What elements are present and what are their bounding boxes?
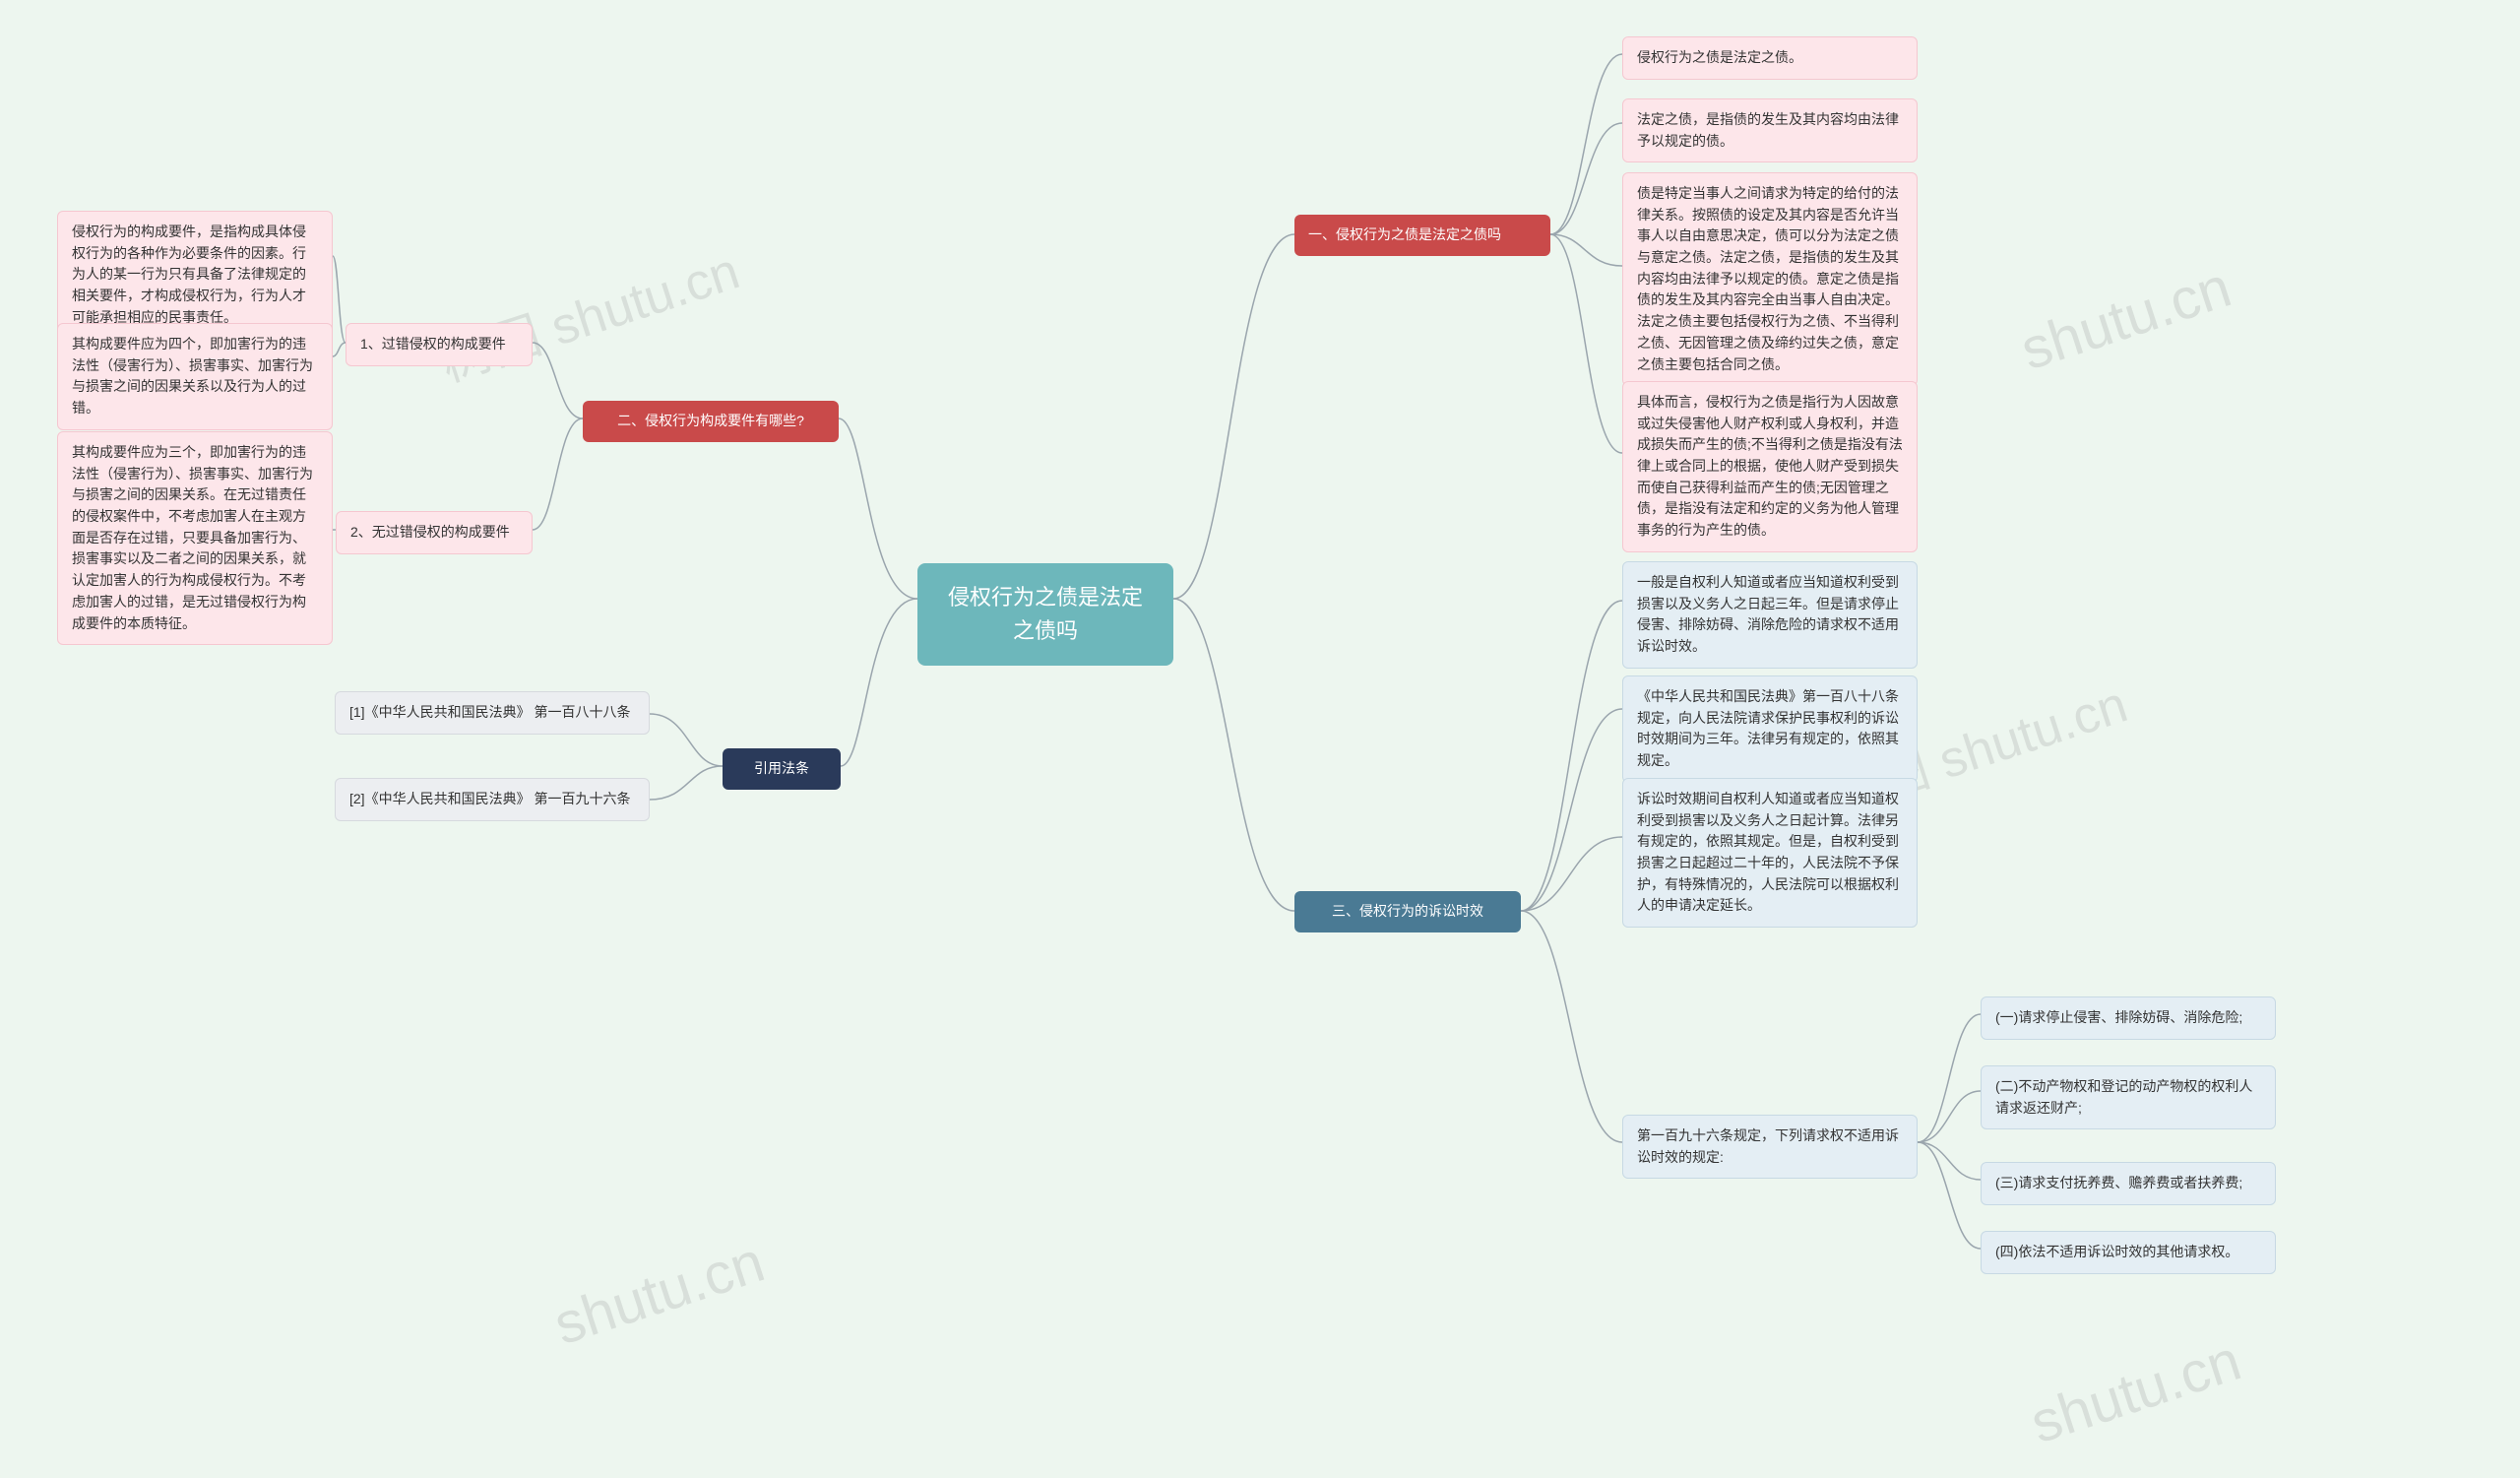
branch-3-sub-leaf-0: (一)请求停止侵害、排除妨碍、消除危险;	[1981, 996, 2276, 1040]
branch-4-leaf-1: [2]《中华人民共和国民法典》 第一百九十六条	[335, 778, 650, 821]
branch-4-label: 引用法条	[754, 758, 809, 780]
root-node: 侵权行为之债是法定之债吗	[917, 563, 1173, 666]
branch-3-leaf-1: 《中华人民共和国民法典》第一百八十八条规定，向人民法院请求保护民事权利的诉讼时效…	[1622, 675, 1918, 783]
branch-4: 引用法条	[723, 748, 841, 790]
leaf-text: 法定之债，是指债的发生及其内容均由法律予以规定的债。	[1637, 109, 1903, 152]
branch-1-leaf-0: 侵权行为之债是法定之债。	[1622, 36, 1918, 80]
leaf-text: 债是特定当事人之间请求为特定的给付的法律关系。按照债的设定及其内容是否允许当事人…	[1637, 183, 1903, 375]
leaf-text: (四)依法不适用诉讼时效的其他请求权。	[1995, 1242, 2238, 1263]
leaf-text: 侵权行为的构成要件，是指构成具体侵权行为的各种作为必要条件的因素。行为人的某一行…	[72, 222, 318, 328]
leaf-text: 侵权行为之债是法定之债。	[1637, 47, 1802, 69]
branch-3-label: 三、侵权行为的诉讼时效	[1332, 901, 1483, 923]
branch-1-leaf-2: 债是特定当事人之间请求为特定的给付的法律关系。按照债的设定及其内容是否允许当事人…	[1622, 172, 1918, 386]
branch-1-leaf-1: 法定之债，是指债的发生及其内容均由法律予以规定的债。	[1622, 98, 1918, 162]
branch-2-sub2-leaf: 其构成要件应为三个，即加害行为的违法性（侵害行为）、损害事实、加害行为与损害之间…	[57, 431, 333, 645]
watermark: shutu.cn	[2013, 254, 2238, 383]
branch-3-leaf-2: 诉讼时效期间自权利人知道或者应当知道权利受到损害以及义务人之日起计算。法律另有规…	[1622, 778, 1918, 928]
branch-4-leaf-0: [1]《中华人民共和国民法典》 第一百八十八条	[335, 691, 650, 735]
branch-1-label: 一、侵权行为之债是法定之债吗	[1308, 225, 1501, 246]
branch-3-sub-leaf-3: (四)依法不适用诉讼时效的其他请求权。	[1981, 1231, 2276, 1274]
leaf-text: 诉讼时效期间自权利人知道或者应当知道权利受到损害以及义务人之日起计算。法律另有规…	[1637, 789, 1903, 917]
root-text: 侵权行为之债是法定之债吗	[941, 581, 1150, 648]
branch-2-label: 二、侵权行为构成要件有哪些?	[617, 411, 804, 432]
branch-2-sub2: 2、无过错侵权的构成要件	[336, 511, 533, 554]
watermark: shutu.cn	[546, 1229, 772, 1358]
leaf-text: 一般是自权利人知道或者应当知道权利受到损害以及义务人之日起三年。但是请求停止侵害…	[1637, 572, 1903, 658]
branch-1-leaf-3: 具体而言，侵权行为之债是指行为人因故意或过失侵害他人财产权利或人身权利，并造成损…	[1622, 381, 1918, 552]
branch-3: 三、侵权行为的诉讼时效	[1294, 891, 1521, 932]
leaf-text: (二)不动产物权和登记的动产物权的权利人请求返还财产;	[1995, 1076, 2261, 1119]
leaf-text: (一)请求停止侵害、排除妨碍、消除危险;	[1995, 1007, 2242, 1029]
sub-label: 1、过错侵权的构成要件	[360, 334, 506, 355]
branch-2-sub1-leaf-0: 侵权行为的构成要件，是指构成具体侵权行为的各种作为必要条件的因素。行为人的某一行…	[57, 211, 333, 339]
branch-2-sub1: 1、过错侵权的构成要件	[346, 323, 533, 366]
branch-2: 二、侵权行为构成要件有哪些?	[583, 401, 839, 442]
leaf-text: (三)请求支付抚养费、赡养费或者扶养费;	[1995, 1173, 2242, 1194]
branch-3-sub: 第一百九十六条规定，下列请求权不适用诉讼时效的规定:	[1622, 1115, 1918, 1179]
leaf-text: 其构成要件应为四个，即加害行为的违法性（侵害行为）、损害事实、加害行为与损害之间…	[72, 334, 318, 419]
watermark: shutu.cn	[2023, 1327, 2248, 1456]
leaf-text: 具体而言，侵权行为之债是指行为人因故意或过失侵害他人财产权利或人身权利，并造成损…	[1637, 392, 1903, 542]
branch-3-leaf-0: 一般是自权利人知道或者应当知道权利受到损害以及义务人之日起三年。但是请求停止侵害…	[1622, 561, 1918, 669]
branch-1: 一、侵权行为之债是法定之债吗	[1294, 215, 1550, 256]
watermark: 树图 shutu.cn	[429, 229, 747, 396]
branch-3-sub-leaf-2: (三)请求支付抚养费、赡养费或者扶养费;	[1981, 1162, 2276, 1205]
sub-label: 2、无过错侵权的构成要件	[350, 522, 510, 544]
branch-3-sub-leaf-1: (二)不动产物权和登记的动产物权的权利人请求返还财产;	[1981, 1065, 2276, 1129]
leaf-text: [1]《中华人民共和国民法典》 第一百八十八条	[349, 702, 630, 724]
sub-label: 第一百九十六条规定，下列请求权不适用诉讼时效的规定:	[1637, 1125, 1903, 1168]
leaf-text: 《中华人民共和国民法典》第一百八十八条规定，向人民法院请求保护民事权利的诉讼时效…	[1637, 686, 1903, 772]
branch-2-sub1-leaf-1: 其构成要件应为四个，即加害行为的违法性（侵害行为）、损害事实、加害行为与损害之间…	[57, 323, 333, 430]
leaf-text: 其构成要件应为三个，即加害行为的违法性（侵害行为）、损害事实、加害行为与损害之间…	[72, 442, 318, 634]
leaf-text: [2]《中华人民共和国民法典》 第一百九十六条	[349, 789, 630, 810]
